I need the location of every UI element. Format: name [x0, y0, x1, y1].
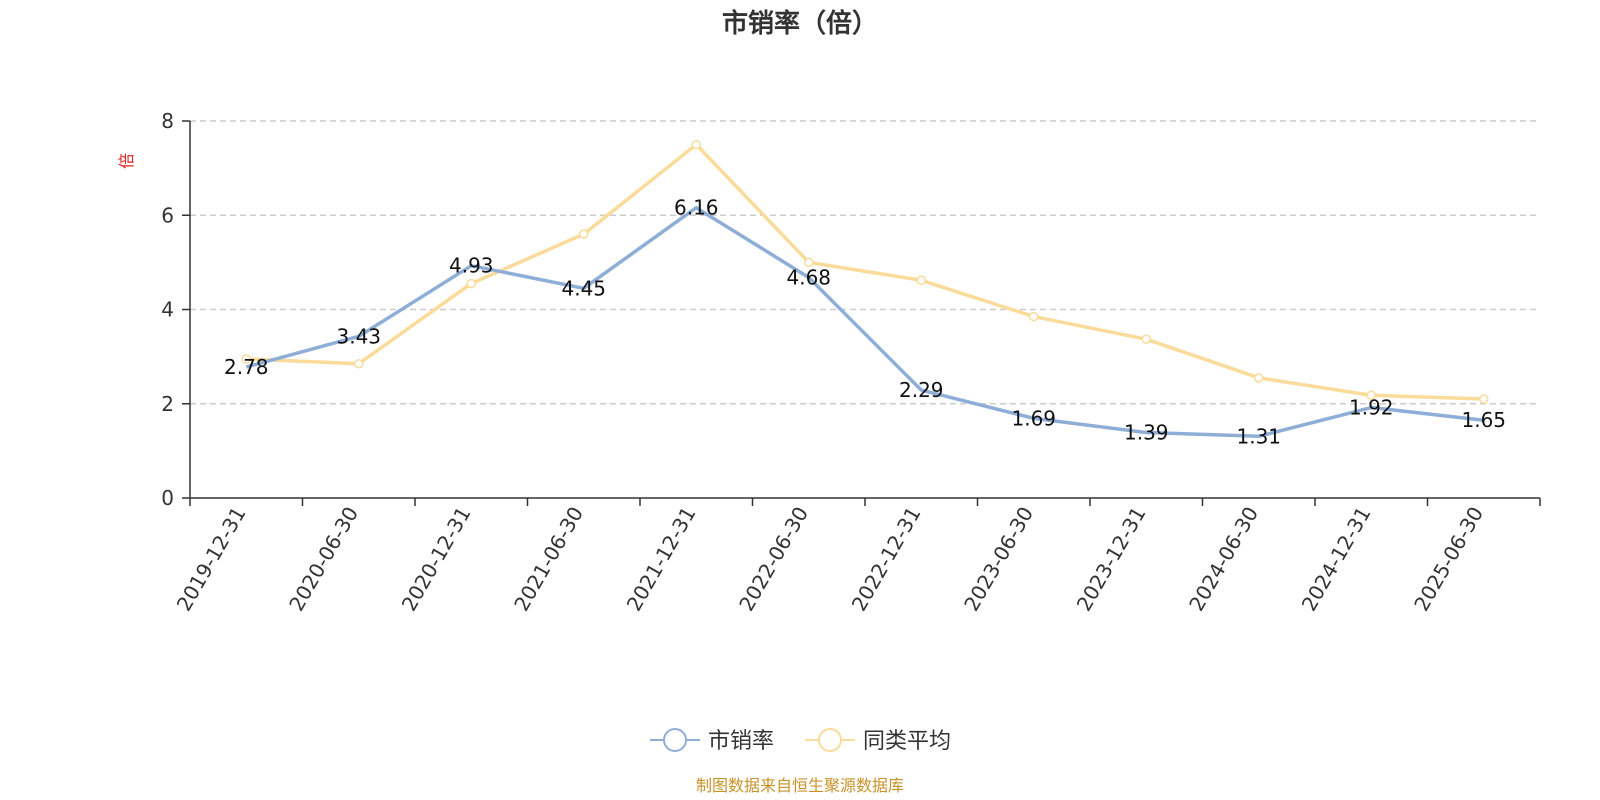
x-tick-label: 2022-06-30 — [734, 503, 813, 616]
x-tick-label: 2019-12-31 — [172, 503, 251, 616]
series-point — [1141, 334, 1151, 344]
x-tick-label: 2023-06-30 — [959, 503, 1038, 616]
data-label: 1.69 — [1011, 406, 1056, 430]
y-tick-label: 4 — [161, 298, 174, 322]
data-label: 4.45 — [561, 276, 606, 300]
data-label: 2.29 — [899, 378, 944, 402]
x-tick-label: 2021-12-31 — [622, 503, 701, 616]
data-label: 1.39 — [1124, 420, 1169, 444]
legend-swatch-marker[interactable] — [663, 728, 687, 752]
series-point — [1366, 390, 1376, 401]
series-point — [691, 139, 701, 150]
legend[interactable]: 市销率 同类平均 — [650, 728, 951, 754]
data-label: 3.43 — [336, 324, 381, 348]
data-label: 4.93 — [449, 254, 494, 278]
y-tick-label: 0 — [161, 486, 174, 510]
source-note: 制图数据来自恒生聚源数据库 — [696, 776, 904, 795]
series-point — [354, 358, 364, 369]
axes: 0 2 4 6 8 2019-12-31 2020-06-30 2020-12-31 2021-… — [161, 109, 1541, 616]
series-point — [241, 354, 251, 364]
series-point — [916, 275, 926, 286]
data-label: 1.31 — [1236, 424, 1281, 448]
y-axis-unit: 倍 — [117, 153, 136, 169]
x-tick-label: 2022-12-31 — [847, 503, 926, 616]
x-tick-label: 2024-12-31 — [1297, 503, 1376, 616]
series-layer: 2.78 3.43 4.93 4.45 6.16 4.68 2.29 1.69 1.39 1.31… — [224, 139, 1506, 448]
y-tick-label: 6 — [161, 203, 174, 227]
series-point — [1254, 373, 1264, 383]
legend-swatch-marker[interactable] — [818, 728, 842, 752]
chart-title: 市销率（倍） — [722, 8, 878, 39]
series-point — [1479, 394, 1489, 404]
series-line — [246, 142, 1484, 401]
y-tick-label: 8 — [161, 109, 174, 133]
data-label: 1.92 — [1349, 396, 1394, 420]
data-label: 4.68 — [786, 265, 831, 289]
series-line — [245, 205, 1484, 439]
series-point — [466, 278, 476, 289]
x-tick-label: 2021-06-30 — [509, 503, 588, 616]
series-point — [804, 257, 814, 268]
grid-lines — [190, 120, 1540, 405]
data-label: 6.16 — [674, 196, 719, 220]
x-tick-label: 2020-12-31 — [397, 503, 476, 616]
series-point — [579, 229, 589, 239]
x-tick-label: 2025-06-30 — [1409, 503, 1488, 616]
y-tick-label: 2 — [161, 392, 174, 416]
legend-label[interactable]: 同类平均 — [863, 729, 951, 754]
legend-label[interactable]: 市销率 — [708, 729, 774, 754]
x-tick-label: 2023-12-31 — [1072, 503, 1151, 616]
x-tick-label: 2020-06-30 — [284, 503, 363, 616]
data-label: 1.65 — [1461, 408, 1506, 432]
data-label: 2.78 — [224, 355, 269, 379]
x-tick-label: 2024-06-30 — [1184, 503, 1263, 616]
series-point — [1029, 311, 1039, 322]
